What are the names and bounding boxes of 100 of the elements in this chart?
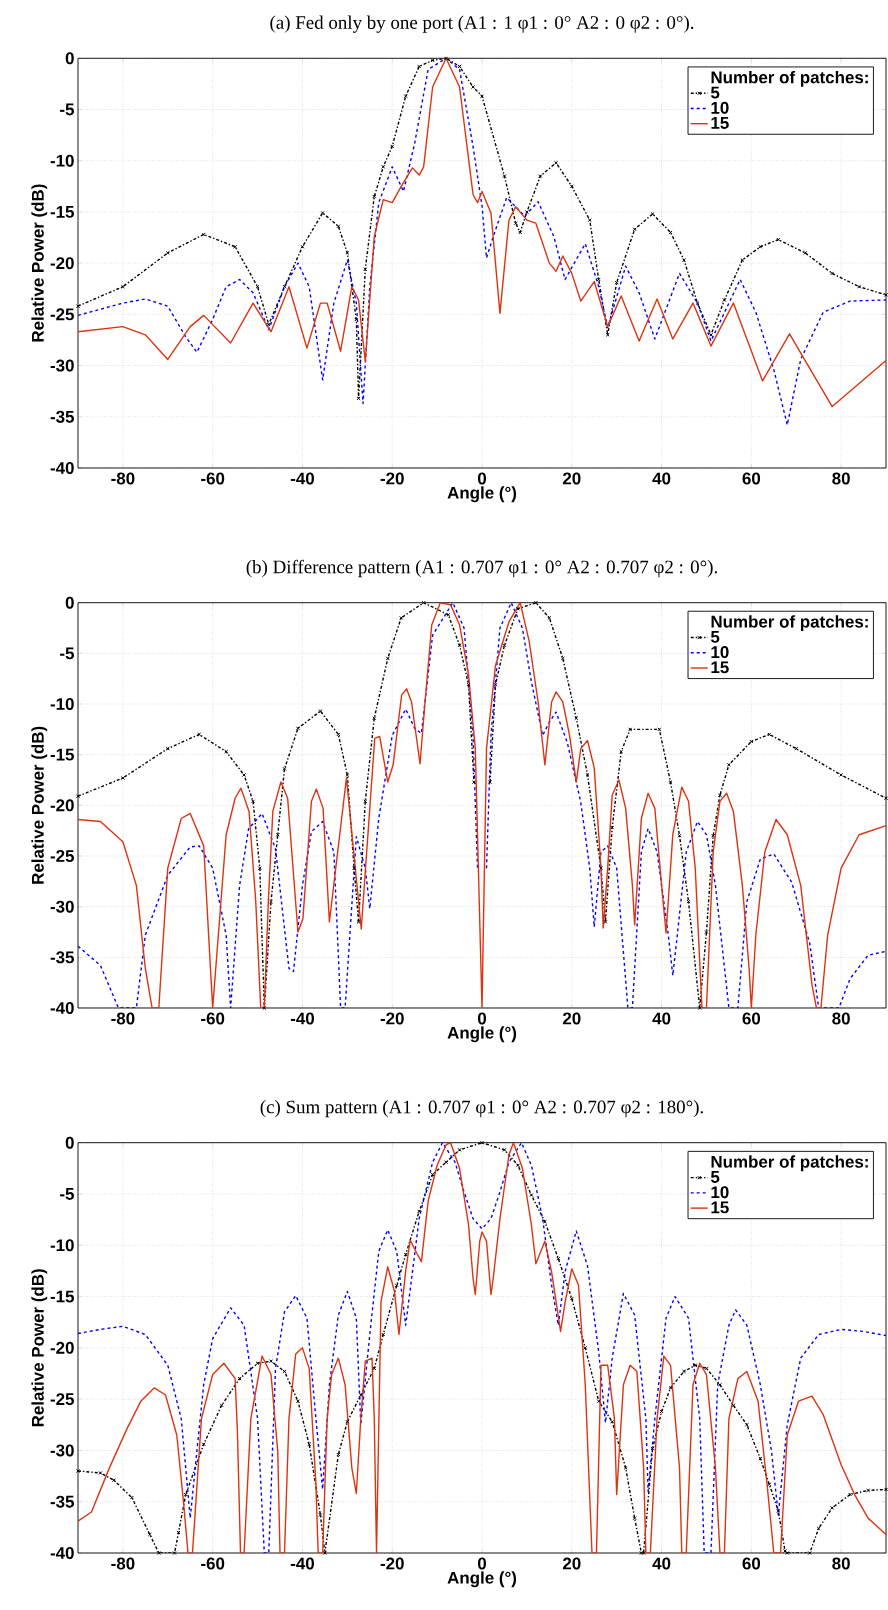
point [632, 227, 637, 232]
x-tick-label: -80 [111, 472, 135, 485]
legend-title: Number of patches: [711, 615, 868, 632]
point [668, 779, 673, 785]
legend-label: 15 [711, 117, 729, 129]
point [165, 746, 170, 751]
point [257, 866, 262, 871]
point [803, 250, 808, 255]
y-tick-label: -20 [50, 799, 74, 812]
point [345, 772, 350, 777]
point [569, 184, 574, 189]
point [857, 284, 862, 289]
point [767, 732, 772, 737]
point [262, 1005, 267, 1011]
point [758, 244, 763, 249]
point [457, 64, 462, 69]
point [619, 749, 624, 754]
point [300, 244, 305, 249]
point [538, 174, 543, 179]
y-tick-label: -5 [60, 647, 75, 660]
x-tick-label: 20 [562, 472, 581, 485]
x-tick-label: -80 [111, 1012, 135, 1025]
x-tick-label: 80 [832, 472, 850, 485]
point [282, 766, 287, 771]
point [554, 160, 559, 165]
point [883, 796, 888, 801]
point [740, 258, 745, 263]
x-tick-label: 80 [832, 1557, 850, 1570]
point [587, 218, 592, 223]
y-tick-label: 0 [65, 596, 74, 609]
point [722, 297, 727, 303]
point [372, 716, 377, 721]
x-tick-label: 80 [832, 1012, 850, 1025]
point [165, 250, 170, 255]
x-axis-title: Angle (°) [447, 1571, 517, 1588]
point [603, 919, 608, 924]
point [345, 250, 350, 255]
point [242, 772, 247, 777]
point [356, 396, 361, 401]
point [708, 332, 713, 337]
point [704, 929, 709, 935]
point [372, 194, 377, 199]
point [776, 237, 781, 242]
point [444, 56, 449, 61]
point [251, 799, 256, 804]
point [524, 209, 529, 214]
point [515, 606, 520, 611]
point [399, 615, 404, 620]
point [417, 64, 422, 69]
x-tick-label: 20 [562, 1012, 581, 1025]
y-tick-label: -40 [50, 461, 74, 474]
x-tick-label: 0 [477, 472, 487, 485]
point [610, 825, 615, 830]
point [839, 772, 844, 777]
point [295, 726, 301, 731]
point [668, 230, 673, 235]
legend-label: 10 [711, 1186, 729, 1199]
point [352, 866, 357, 871]
point [466, 682, 471, 687]
point [471, 779, 476, 785]
point [697, 1005, 702, 1011]
y-tick-label: -25 [50, 308, 75, 321]
x-tick-label: 0 [477, 1012, 487, 1025]
point [711, 833, 716, 838]
legend-label: 15 [711, 661, 729, 674]
x-tick-label: 40 [652, 472, 671, 485]
point [320, 210, 325, 215]
point [883, 292, 888, 297]
y-tick-label: -10 [50, 1239, 74, 1252]
point [363, 267, 368, 272]
x-tick-label: -20 [380, 1557, 404, 1570]
y-axis-title: Relative Power (dB) [31, 1269, 48, 1427]
point [560, 656, 565, 661]
point [585, 772, 590, 777]
point [233, 244, 238, 249]
x-axis-title: Angle (°) [447, 1026, 517, 1043]
point [224, 749, 229, 754]
y-axis-title: Relative Power (dB) [31, 726, 48, 884]
x-tick-label: -40 [290, 1557, 314, 1570]
point [605, 332, 610, 337]
legend-label: 5 [710, 630, 720, 643]
point [430, 58, 435, 63]
point [518, 230, 523, 235]
y-tick-label: -5 [60, 1188, 75, 1200]
legend-label: 5 [710, 86, 720, 99]
point [677, 833, 682, 838]
point [513, 221, 518, 226]
point [363, 799, 368, 804]
point [686, 899, 691, 904]
y-tick-label: -40 [50, 1547, 74, 1559]
point [75, 794, 81, 799]
y-tick-label: -35 [50, 410, 75, 423]
y-tick-label: 0 [65, 52, 74, 65]
x-tick-label: -20 [380, 1012, 404, 1025]
x-tick-label: 60 [742, 1012, 761, 1025]
point [457, 643, 462, 648]
point [488, 779, 493, 785]
y-tick-label: -15 [50, 748, 75, 761]
point [794, 746, 799, 751]
point [120, 284, 125, 289]
